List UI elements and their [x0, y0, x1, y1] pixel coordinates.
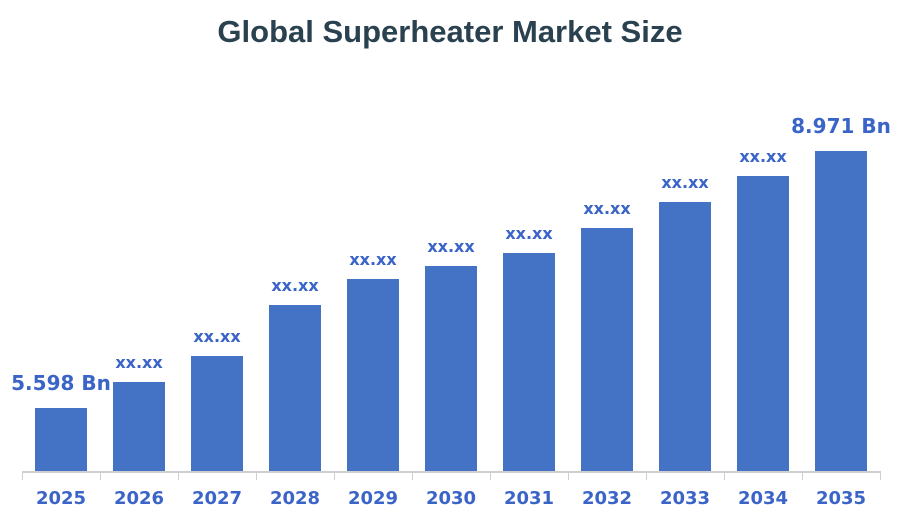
x-axis-label-2034: 2034: [737, 488, 789, 509]
x-axis-tick: [178, 471, 179, 480]
x-axis-line: [22, 471, 880, 473]
bar-2035: [815, 151, 867, 471]
x-axis-label-2025: 2025: [35, 488, 87, 509]
bar-value-label-2032: xx.xx: [583, 199, 631, 218]
bar-value-label-2029: xx.xx: [349, 250, 397, 269]
bar-2026: [113, 382, 165, 471]
x-axis-label-2029: 2029: [347, 488, 399, 509]
x-axis-tick: [490, 471, 491, 480]
x-axis-tick: [646, 471, 647, 480]
bar-value-label-2033: xx.xx: [661, 173, 709, 192]
bar-2034: [737, 176, 789, 471]
bar-value-label-2030: xx.xx: [427, 237, 475, 256]
bar-2029: [347, 279, 399, 471]
bar-value-label-2034: xx.xx: [739, 147, 787, 166]
x-axis-tick: [802, 471, 803, 480]
bar-value-label-2031: xx.xx: [505, 224, 553, 243]
bar-value-label-2026: xx.xx: [115, 353, 163, 372]
x-axis-label-2026: 2026: [113, 488, 165, 509]
chart-title: Global Superheater Market Size: [217, 14, 683, 49]
x-axis-tick: [568, 471, 569, 480]
bar-2033: [659, 202, 711, 471]
x-axis-tick: [724, 471, 725, 480]
x-axis-tick: [256, 471, 257, 480]
x-axis-label-2033: 2033: [659, 488, 711, 509]
bar-value-label-2025: 5.598 Bn: [11, 371, 111, 395]
bar-2032: [581, 228, 633, 471]
x-axis-tick: [100, 471, 101, 480]
x-axis-label-2028: 2028: [269, 488, 321, 509]
x-axis-label-2032: 2032: [581, 488, 633, 509]
bar-value-label-2027: xx.xx: [193, 327, 241, 346]
x-axis-label-2031: 2031: [503, 488, 555, 509]
x-axis-tick: [334, 471, 335, 480]
x-axis-label-2027: 2027: [191, 488, 243, 509]
bar-2027: [191, 356, 243, 471]
x-axis-label-2035: 2035: [815, 488, 867, 509]
bar-value-label-2035: 8.971 Bn: [791, 114, 891, 138]
bar-2025: [35, 408, 87, 471]
x-axis-tick: [22, 471, 23, 480]
bar-2031: [503, 253, 555, 471]
bar-2030: [425, 266, 477, 471]
bar-2028: [269, 305, 321, 471]
bar-value-label-2028: xx.xx: [271, 276, 319, 295]
x-axis-tick: [880, 471, 881, 480]
x-axis-tick: [412, 471, 413, 480]
x-axis-label-2030: 2030: [425, 488, 477, 509]
